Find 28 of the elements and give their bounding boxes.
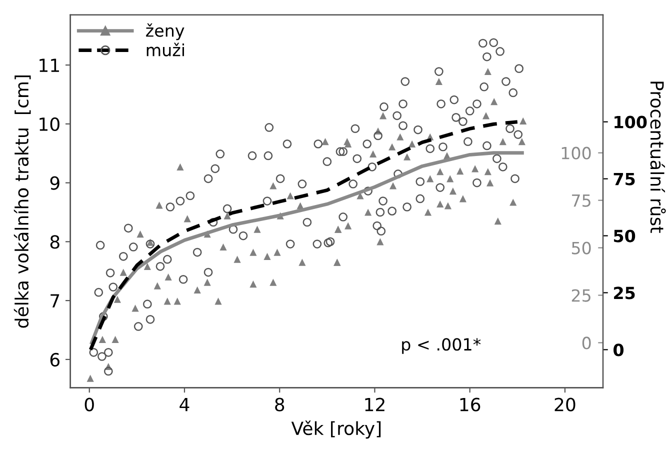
legend-label: muži xyxy=(146,42,184,56)
y-tick-label: 6 xyxy=(50,352,60,367)
y-tick-label: 7 xyxy=(50,294,60,308)
annotation: p < .001* xyxy=(402,338,481,354)
y3-tick-label: 0 xyxy=(614,344,624,356)
y-tick-label: 8 xyxy=(50,235,60,249)
y-tick-label: 9 xyxy=(50,176,60,190)
y2-axis-title: Procentuální růst xyxy=(650,82,666,233)
x-tick-label: 8 xyxy=(275,398,284,412)
y2-tick-label: 100 xyxy=(562,146,591,160)
x-tick-label: 4 xyxy=(180,398,190,412)
y3-tick-label: 100 xyxy=(614,116,647,128)
x-tick-label: 20 xyxy=(554,398,576,412)
y-axis-title: délka vokálního traktu [cm] xyxy=(14,76,31,328)
y2-tick-label: 75 xyxy=(572,194,590,207)
y3-tick-label: 50 xyxy=(614,230,636,242)
x-tick-label: 0 xyxy=(84,398,94,412)
y2-tick-label: 50 xyxy=(572,242,591,254)
y2-tick-label: 25 xyxy=(572,289,590,302)
legend-label: ženy xyxy=(146,23,184,40)
y-tick-label: 11 xyxy=(40,58,59,72)
y2-tick-label: 0 xyxy=(582,336,591,350)
y3-tick-label: 75 xyxy=(614,172,635,186)
y-tick-label: 10 xyxy=(40,117,60,132)
y3-tick-label: 25 xyxy=(614,286,635,300)
x-tick-label: 16 xyxy=(460,398,480,412)
x-axis-title: Věk [roky] xyxy=(291,420,381,439)
x-tick-label: 12 xyxy=(365,398,384,412)
